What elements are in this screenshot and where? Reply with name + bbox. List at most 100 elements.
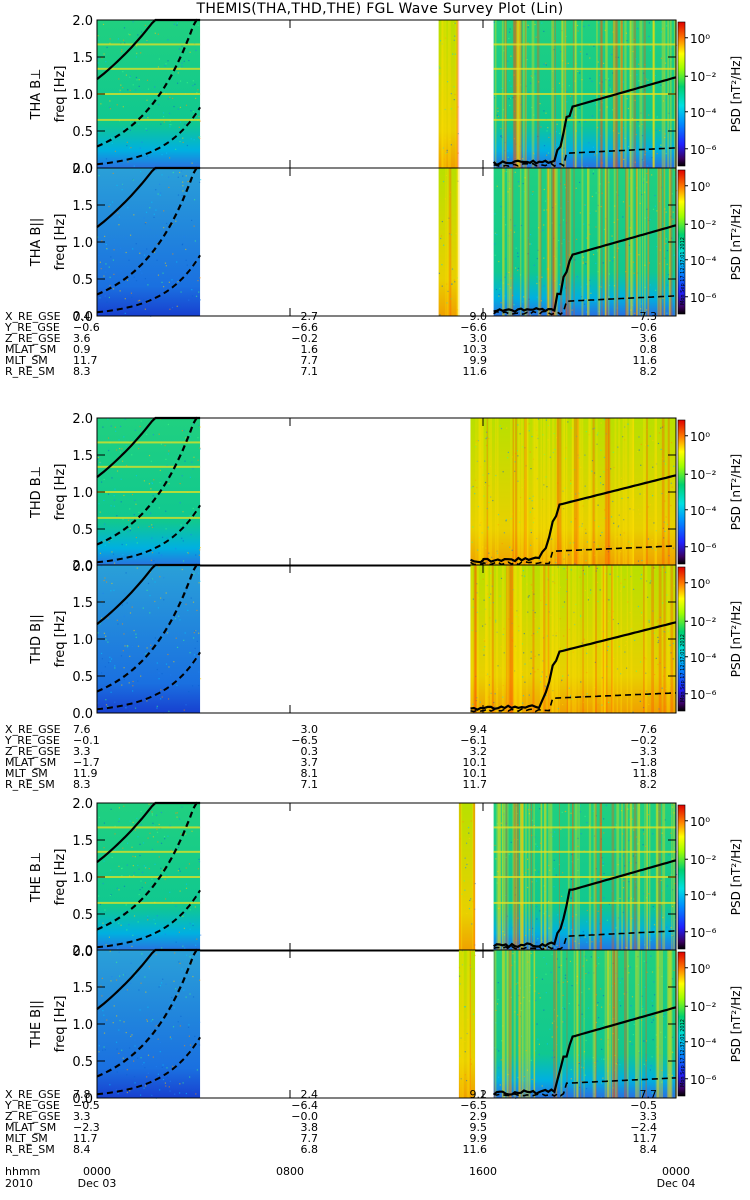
data-segment bbox=[458, 950, 476, 1098]
psd-pixel bbox=[584, 204, 586, 206]
y-tick-label: 0.5 bbox=[72, 273, 93, 288]
psd-pixel bbox=[668, 555, 670, 557]
psd-streak bbox=[547, 565, 550, 713]
psd-pixel bbox=[168, 1086, 170, 1088]
psd-pixel bbox=[571, 928, 573, 931]
psd-pixel bbox=[154, 600, 156, 603]
psd-pixel bbox=[169, 825, 171, 827]
y-tick-label: 2.0 bbox=[72, 944, 93, 959]
psd-pixel bbox=[671, 486, 673, 488]
psd-pixel bbox=[654, 947, 656, 949]
psd-pixel bbox=[479, 701, 481, 703]
psd-pixel bbox=[553, 236, 555, 238]
psd-pixel bbox=[616, 536, 618, 538]
ephemeris-value: 8.3 bbox=[73, 778, 91, 791]
psd-pixel bbox=[513, 74, 515, 76]
psd-pixel bbox=[593, 472, 596, 474]
psd-pixel bbox=[189, 435, 191, 438]
psd-pixel bbox=[596, 581, 599, 583]
psd-pixel bbox=[438, 65, 440, 67]
psd-pixel bbox=[486, 436, 488, 438]
psd-pixel bbox=[544, 162, 546, 164]
psd-streak bbox=[513, 418, 515, 566]
psd-streak bbox=[486, 418, 488, 566]
psd-streak bbox=[622, 418, 625, 566]
psd-pixel bbox=[615, 972, 617, 975]
psd-pixel bbox=[505, 520, 507, 522]
psd-pixel bbox=[594, 835, 596, 837]
psd-pixel bbox=[664, 631, 666, 633]
psd-pixel bbox=[582, 1067, 585, 1069]
psd-pixel bbox=[655, 549, 657, 551]
psd-pixel bbox=[197, 572, 200, 574]
psd-pixel bbox=[182, 915, 184, 917]
psd-pixel bbox=[555, 560, 558, 562]
psd-pixel bbox=[507, 283, 509, 285]
psd-pixel bbox=[125, 990, 127, 992]
psd-pixel bbox=[523, 632, 525, 635]
psd-pixel bbox=[612, 130, 615, 132]
psd-pixel bbox=[667, 540, 669, 542]
psd-pixel bbox=[593, 541, 595, 543]
psd-pixel bbox=[672, 658, 674, 660]
psd-pixel bbox=[638, 254, 640, 256]
psd-pixel bbox=[566, 91, 568, 93]
psd-pixel bbox=[182, 137, 184, 139]
psd-pixel bbox=[102, 592, 104, 595]
psd-pixel bbox=[646, 971, 648, 973]
psd-pixel bbox=[119, 89, 121, 91]
psd-pixel bbox=[602, 704, 605, 707]
psd-pixel bbox=[555, 203, 557, 205]
ephemeris-label: R_RE_SM bbox=[5, 1143, 55, 1156]
psd-pixel bbox=[189, 909, 191, 911]
psd-pixel bbox=[594, 104, 597, 106]
psd-pixel bbox=[550, 920, 552, 922]
psd-pixel bbox=[592, 146, 595, 148]
psd-pixel bbox=[637, 450, 639, 453]
psd-pixel bbox=[474, 882, 476, 885]
psd-pixel bbox=[565, 63, 567, 65]
psd-streak bbox=[448, 168, 452, 316]
psd-pixel bbox=[560, 147, 563, 149]
psd-pixel bbox=[525, 872, 527, 874]
psd-pixel bbox=[101, 995, 103, 997]
psd-pixel bbox=[640, 112, 642, 114]
psd-pixel bbox=[500, 646, 502, 648]
psd-pixel bbox=[511, 560, 514, 562]
psd-pixel bbox=[572, 651, 574, 653]
psd-pixel bbox=[496, 552, 499, 554]
psd-pixel bbox=[593, 153, 595, 155]
psd-pixel bbox=[563, 1008, 566, 1010]
colorbar-tick-label: 10⁻⁶ bbox=[690, 143, 717, 157]
psd-pixel bbox=[115, 1041, 118, 1043]
psd-pixel bbox=[164, 444, 166, 447]
psd-pixel bbox=[531, 634, 533, 637]
psd-pixel bbox=[167, 423, 170, 426]
psd-pixel bbox=[512, 97, 514, 99]
psd-pixel bbox=[538, 280, 541, 282]
psd-pixel bbox=[599, 534, 602, 537]
psd-pixel bbox=[197, 24, 199, 26]
psd-pixel bbox=[504, 1096, 506, 1098]
psd-pixel bbox=[628, 205, 631, 207]
psd-pixel bbox=[146, 40, 148, 42]
psd-pixel bbox=[637, 509, 640, 511]
psd-pixel bbox=[185, 883, 188, 885]
psd-pixel bbox=[599, 923, 601, 925]
psd-streak bbox=[509, 950, 512, 1098]
ephemeris-label: X_RE_GSE bbox=[5, 310, 61, 323]
harmonic-band bbox=[97, 850, 201, 853]
psd-pixel bbox=[168, 281, 170, 283]
psd-streak bbox=[575, 950, 578, 1098]
psd-pixel bbox=[139, 854, 141, 857]
psd-pixel bbox=[655, 474, 657, 476]
psd-pixel bbox=[166, 632, 169, 634]
gyrofrequency-curve bbox=[493, 1077, 677, 1097]
psd-pixel bbox=[659, 129, 661, 132]
psd-pixel bbox=[133, 872, 135, 874]
psd-pixel bbox=[158, 561, 160, 563]
psd-pixel bbox=[520, 567, 523, 569]
psd-streak bbox=[558, 565, 560, 713]
psd-streak bbox=[663, 565, 666, 713]
